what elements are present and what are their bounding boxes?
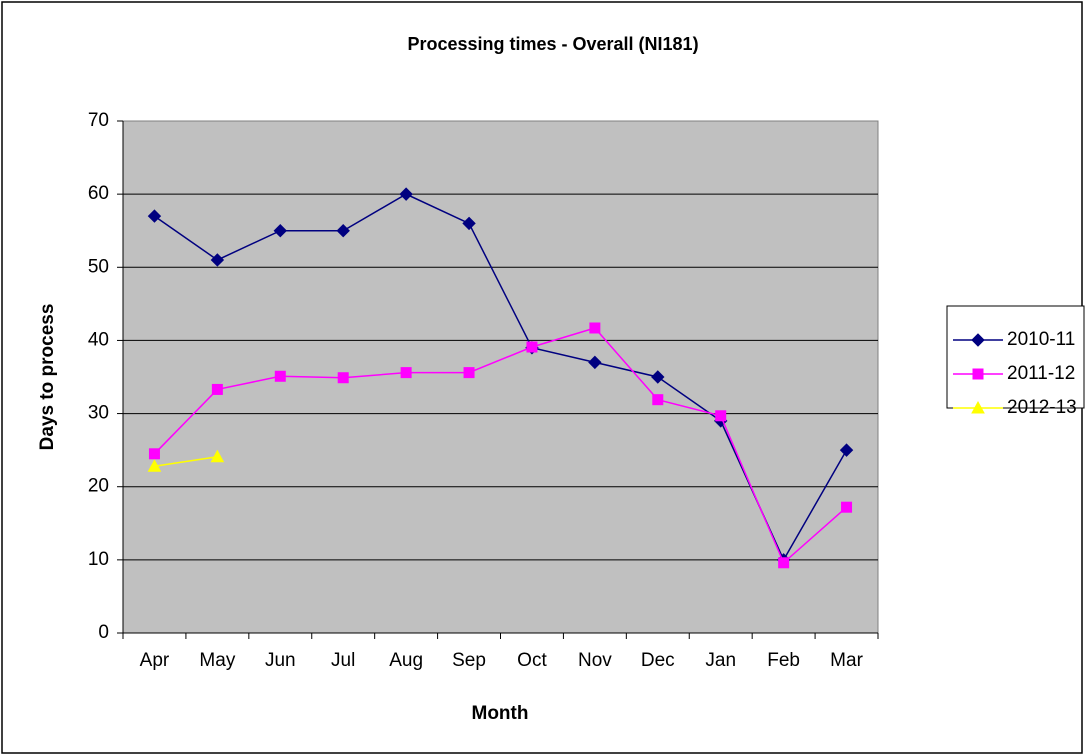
plot-area: [122, 120, 879, 634]
legend-marker: [971, 333, 985, 347]
y-tick-label: 50: [88, 256, 109, 277]
y-tick-label: 70: [88, 110, 109, 131]
data-point: [147, 209, 162, 223]
data-point: [399, 187, 413, 201]
legend-label: 2011-12: [1007, 363, 1075, 384]
x-tick-label: Sep: [452, 650, 486, 671]
data-point: [463, 367, 475, 379]
data-point: [400, 367, 412, 379]
chart-title: Processing times - Overall (NI181): [407, 34, 698, 54]
data-point: [778, 557, 790, 569]
series-line: [154, 193, 848, 562]
data-point: [841, 501, 853, 513]
x-tick-label: Nov: [578, 650, 612, 671]
x-tick-label: Aug: [389, 650, 423, 671]
data-point: [652, 394, 664, 406]
series-line: [154, 455, 218, 467]
y-tick-label: 20: [88, 476, 109, 497]
y-tick-label: 40: [88, 329, 109, 350]
x-tick-label: Jun: [265, 650, 296, 671]
x-tick-label: Dec: [641, 650, 675, 671]
y-axis-title: Days to process: [37, 304, 58, 451]
data-point: [589, 322, 601, 334]
y-tick-label: 0: [98, 622, 109, 643]
x-tick-label: Oct: [517, 650, 547, 671]
x-axis-title: Month: [472, 703, 529, 724]
legend-box: [946, 305, 1085, 409]
data-point: [148, 448, 160, 460]
data-point: [336, 224, 350, 238]
data-point: [526, 341, 538, 353]
y-tick-label: 60: [88, 183, 109, 204]
x-tick-label: Feb: [767, 650, 800, 671]
y-tick-label: 30: [88, 403, 109, 424]
data-point: [210, 449, 225, 463]
data-point: [651, 370, 665, 384]
x-tick-label: Mar: [830, 650, 863, 671]
data-point: [274, 370, 286, 382]
x-tick-label: Apr: [140, 650, 170, 671]
legend-marker: [972, 368, 984, 380]
data-point: [839, 443, 854, 457]
series-line: [153, 327, 848, 565]
y-tick-label: 10: [88, 549, 109, 570]
x-tick-label: Jan: [705, 650, 736, 671]
data-point: [210, 253, 225, 267]
legend-label: 2010-11: [1007, 329, 1075, 350]
x-tick-label: May: [199, 650, 235, 671]
legend-marker: [971, 400, 985, 414]
data-point: [337, 372, 349, 384]
data-point: [715, 410, 727, 422]
legend-label: 2012-13: [1007, 397, 1077, 418]
x-tick-label: Jul: [331, 650, 355, 671]
data-point: [588, 355, 602, 370]
data-point: [273, 224, 287, 238]
data-point: [147, 459, 162, 472]
data-point: [211, 383, 223, 395]
data-point: [462, 216, 476, 231]
